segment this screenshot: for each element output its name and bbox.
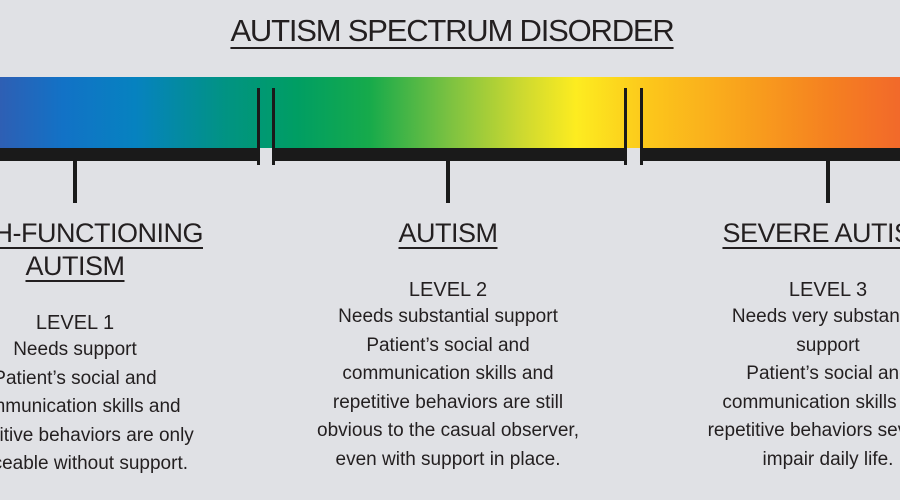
section-description-line: even with support in place. [335, 448, 561, 470]
section-description-line: obvious to the casual observer, [317, 420, 579, 441]
section-divider-line [624, 88, 627, 165]
section-divider-line [640, 88, 643, 165]
section-tick-level-2 [446, 159, 450, 203]
section-heading: HIGH-FUNCTIONING [0, 218, 203, 248]
section-heading: AUTISM [398, 218, 498, 248]
section-description-line: repetitive behaviors severely [707, 420, 900, 441]
section-level-1: HIGH-FUNCTIONING AUTISM LEVEL 1 Needs su… [0, 217, 203, 479]
section-description-line: impair daily life. [762, 448, 894, 470]
section-tick-level-3 [826, 159, 830, 203]
section-level-2: AUTISM LEVEL 2 Needs substantial support… [317, 217, 579, 474]
section-description-line: repetitive behaviors are still [332, 391, 564, 413]
section-description-line: support [796, 334, 860, 356]
section-description-line: Patient’s social and [746, 363, 900, 384]
spectrum-baseline-bar [0, 148, 900, 161]
level-label: LEVEL 1 [35, 312, 115, 334]
section-description-line: Needs very substantial [731, 306, 900, 327]
section-description-line: communication skills and [342, 363, 554, 384]
section-divider-line [257, 88, 260, 165]
divider-gap-2 [627, 148, 640, 165]
section-description-line: noticeable without support. [0, 453, 189, 474]
section-description-line: Needs substantial support [338, 306, 558, 327]
page-title: AUTISM SPECTRUM DISORDER [230, 13, 674, 48]
section-description-line: repetitive behaviors are only [0, 424, 194, 446]
section-tick-level-1 [73, 159, 77, 203]
section-heading: SEVERE AUTISM [722, 218, 900, 248]
section-description-line: communication skills and [0, 396, 181, 417]
divider-gap-1 [260, 148, 273, 165]
section-description-line: Patient’s social and [0, 367, 157, 389]
spectrum-gradient-bar [0, 77, 900, 148]
section-description-line: Patient’s social and [366, 334, 530, 356]
section-heading: AUTISM [25, 251, 125, 281]
section-level-3: SEVERE AUTISM LEVEL 3 Needs very substan… [708, 217, 900, 474]
section-divider-line [272, 88, 275, 165]
section-description-line: communication skills and [722, 391, 900, 413]
section-description-line: Needs support [13, 339, 137, 360]
level-label: LEVEL 3 [788, 279, 868, 301]
level-label: LEVEL 2 [408, 279, 488, 301]
